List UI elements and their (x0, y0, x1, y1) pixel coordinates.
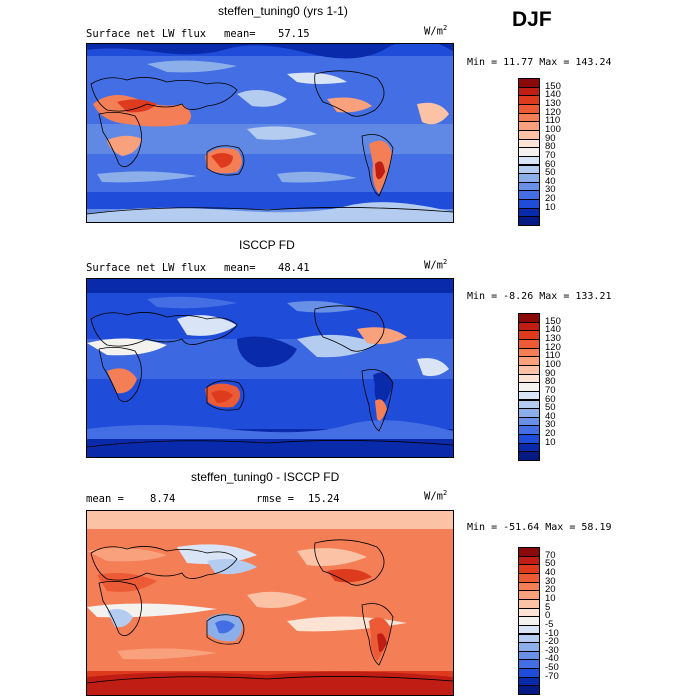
panel-3-rmse-label: rmse = (256, 493, 294, 505)
colorbar-label: 50 (545, 167, 556, 179)
panel-1-colorbar: 150 140 130 120 110 100 90 80 70 60 50 40 30 20 10 (518, 78, 561, 227)
colorbar-label: 0 (545, 610, 551, 622)
panel-2-field-label: Surface net LW flux (86, 262, 207, 274)
panel-1-field-label: Surface net LW flux (86, 28, 207, 40)
colorbar-label: -40 (545, 653, 559, 665)
panel-2-title: ISCCP FD (239, 238, 295, 252)
panel-2-units: W/m2 (424, 258, 448, 272)
colorbar-label: 50 (545, 558, 556, 570)
colorbar-label: 20 (545, 584, 556, 596)
colorbar-label: 10 (545, 436, 556, 448)
colorbar-label: -30 (545, 644, 559, 656)
panel-3-mean-value: 8.74 (150, 493, 176, 505)
colorbar-label: 80 (545, 376, 556, 388)
panel-1-mean-label: mean= (224, 28, 256, 40)
colorbar-label: -5 (545, 618, 554, 630)
colorbar-label: 70 (545, 149, 556, 161)
season-label: DJF (512, 8, 552, 31)
colorbar-label: -20 (545, 636, 559, 648)
colorbar-swatch (518, 216, 540, 227)
panel-3-title: steffen_tuning0 - ISCCP FD (191, 470, 340, 484)
colorbar-label: 120 (545, 341, 561, 353)
colorbar-label: 100 (545, 358, 561, 370)
colorbar-label: 80 (545, 141, 556, 153)
panel-3-minmax: Min = -51.64 Max = 58.19 (467, 522, 612, 533)
colorbar-label: 60 (545, 393, 556, 405)
panel-2-colorbar: 150 140 130 120 110 100 90 80 70 60 50 40 30 20 10 (518, 313, 561, 462)
panel-1-units: W/m2 (424, 24, 448, 38)
panel-1-minmax: Min = 11.77 Max = 143.24 (467, 57, 612, 68)
panel-2-minmax: Min = -8.26 Max = 133.21 (467, 291, 612, 302)
colorbar-label: -10 (545, 627, 559, 639)
panel-3-mean-label: mean = (86, 493, 124, 505)
colorbar-label: 150 (545, 315, 561, 327)
colorbar-label: 40 (545, 175, 556, 187)
colorbar-swatch (518, 451, 540, 462)
colorbar-label: 70 (545, 549, 556, 561)
colorbar-label: 90 (545, 132, 556, 144)
colorbar-label: 30 (545, 575, 556, 587)
colorbar-label: 30 (545, 184, 556, 196)
colorbar-label: -50 (545, 662, 559, 674)
colorbar-label: 110 (545, 115, 561, 127)
panel-1-title: steffen_tuning0 (yrs 1-1) (218, 4, 348, 18)
colorbar-label: 120 (545, 106, 561, 118)
panel-2-mean-value: 48.41 (278, 262, 310, 274)
colorbar-label: 70 (545, 384, 556, 396)
colorbar-label: 30 (545, 419, 556, 431)
colorbar-label: 60 (545, 158, 556, 170)
panel-3-colorbar: 70 50 40 30 20 10 5 0 -5 -10 -20 -30 -40 -50 -70 (518, 547, 559, 696)
panel-1-map (86, 43, 454, 223)
panel-1-mean-value: 57.15 (278, 28, 310, 40)
panel-3-rmse-value: 15.24 (308, 493, 340, 505)
colorbar-label: 150 (545, 80, 561, 92)
colorbar-label: 20 (545, 428, 556, 440)
colorbar-label: 40 (545, 566, 556, 578)
colorbar-label: 10 (545, 592, 556, 604)
colorbar-label: 40 (545, 410, 556, 422)
colorbar-label: 110 (545, 350, 561, 362)
colorbar-label: 140 (545, 324, 561, 336)
colorbar-label: 140 (545, 89, 561, 101)
colorbar-label: 10 (545, 201, 556, 213)
colorbar-label: 90 (545, 367, 556, 379)
panel-2-mean-label: mean= (224, 262, 256, 274)
colorbar-label: 20 (545, 193, 556, 205)
colorbar-label: 100 (545, 123, 561, 135)
panel-2-map (86, 278, 454, 458)
panel-3-map (86, 510, 454, 696)
colorbar-label: 50 (545, 402, 556, 414)
panel-3-units: W/m2 (424, 489, 448, 503)
colorbar-label: -70 (545, 670, 559, 682)
colorbar-label: 130 (545, 332, 561, 344)
colorbar-label: 5 (545, 601, 551, 613)
colorbar-swatch (518, 685, 540, 696)
colorbar-label: 130 (545, 97, 561, 109)
